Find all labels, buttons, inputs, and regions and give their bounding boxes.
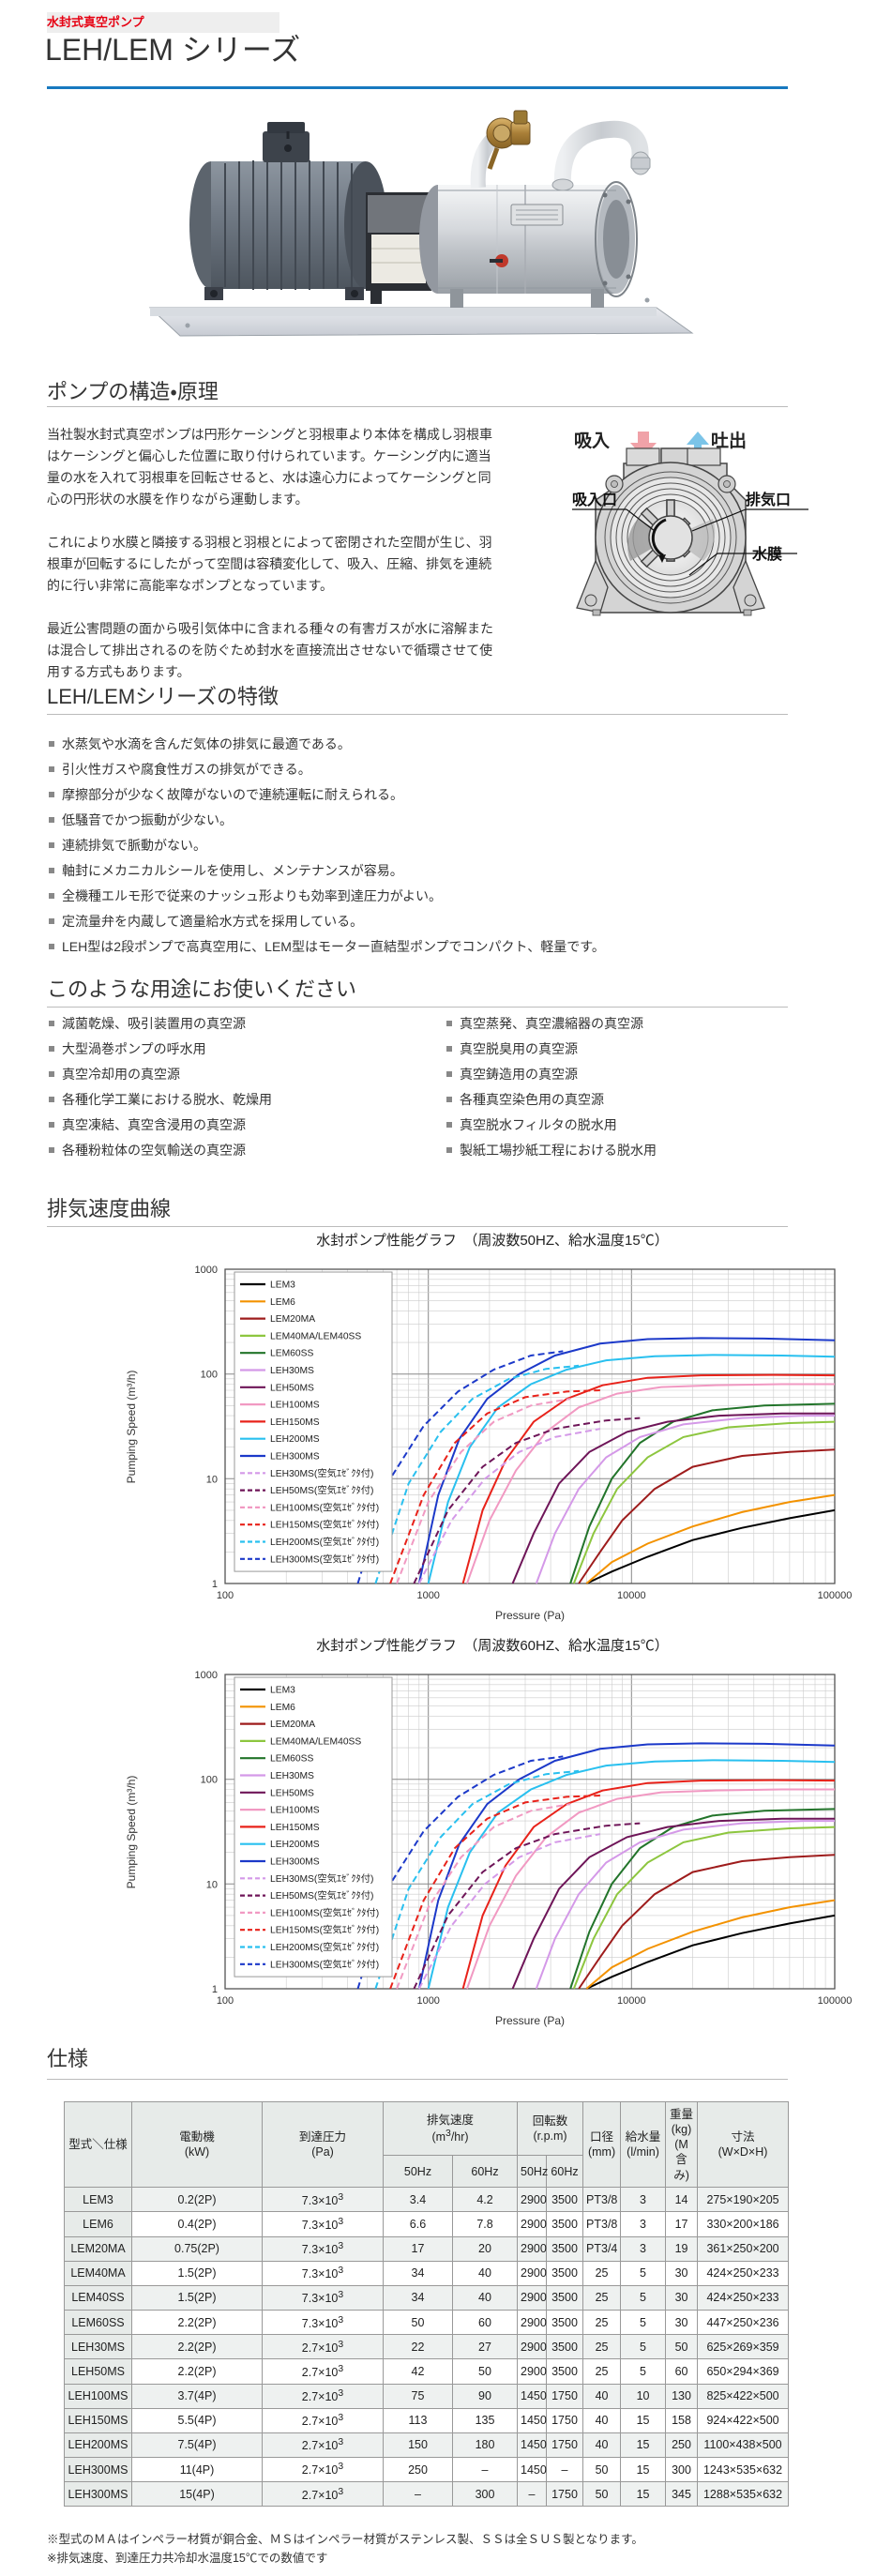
svg-text:LEH100MS(空気ｴｾﾞｸﾀ付): LEH100MS(空気ｴｾﾞｸﾀ付): [270, 1501, 379, 1513]
svg-text:LEM20MA: LEM20MA: [270, 1720, 315, 1730]
svg-text:LEH50MS(空気ｴｾﾞｸﾀ付): LEH50MS(空気ｴｾﾞｸﾀ付): [270, 1889, 373, 1902]
svg-text:LEH200MS(空気ｴｾﾞｸﾀ付): LEH200MS(空気ｴｾﾞｸﾀ付): [270, 1941, 379, 1953]
svg-text:LEH150MS(空気ｴｾﾞｸﾀ付): LEH150MS(空気ｴｾﾞｸﾀ付): [270, 1924, 379, 1936]
svg-text:LEH100MS: LEH100MS: [270, 1806, 320, 1816]
svg-text:Pressure (Pa): Pressure (Pa): [495, 2014, 565, 2027]
svg-text:LEM60SS: LEM60SS: [270, 1754, 313, 1765]
svg-text:100: 100: [201, 1775, 218, 1786]
svg-text:1: 1: [212, 1984, 218, 1995]
svg-text:1000: 1000: [416, 1590, 439, 1601]
svg-text:10000: 10000: [617, 1590, 646, 1601]
svg-text:吸入口: 吸入口: [572, 492, 617, 508]
svg-text:LEH50MS: LEH50MS: [270, 1788, 314, 1798]
svg-text:LEM20MA: LEM20MA: [270, 1314, 315, 1325]
svg-text:Pumping Speed (m³/h): Pumping Speed (m³/h): [125, 1776, 138, 1889]
svg-text:LEM40MA/LEM40SS: LEM40MA/LEM40SS: [270, 1736, 361, 1747]
svg-text:10: 10: [206, 1879, 218, 1890]
svg-text:LEH200MS: LEH200MS: [270, 1434, 320, 1445]
svg-text:LEM3: LEM3: [270, 1686, 295, 1696]
svg-text:10: 10: [206, 1474, 218, 1485]
svg-text:LEH300MS: LEH300MS: [270, 1452, 320, 1462]
svg-text:100: 100: [217, 1995, 234, 2007]
svg-text:LEM40MA/LEM40SS: LEM40MA/LEM40SS: [270, 1331, 361, 1341]
svg-text:LEH150MS: LEH150MS: [270, 1417, 320, 1428]
svg-text:LEM3: LEM3: [270, 1280, 295, 1291]
svg-text:LEH300MS(空気ｴｾﾞｸﾀ付): LEH300MS(空気ｴｾﾞｸﾀ付): [270, 1553, 379, 1565]
svg-text:吸入: 吸入: [574, 432, 610, 451]
svg-text:LEH50MS(空気ｴｾﾞｸﾀ付): LEH50MS(空気ｴｾﾞｸﾀ付): [270, 1484, 373, 1496]
svg-text:LEH150MS: LEH150MS: [270, 1823, 320, 1833]
svg-text:100000: 100000: [818, 1995, 853, 2007]
svg-text:10000: 10000: [617, 1995, 646, 2007]
svg-text:LEH30MS(空気ｴｾﾞｸﾀ付): LEH30MS(空気ｴｾﾞｸﾀ付): [270, 1467, 373, 1479]
svg-text:排気口: 排気口: [746, 491, 791, 508]
svg-text:LEH300MS: LEH300MS: [270, 1857, 320, 1868]
svg-text:LEH30MS: LEH30MS: [270, 1366, 314, 1376]
svg-text:LEM60SS: LEM60SS: [270, 1349, 313, 1359]
svg-text:100000: 100000: [818, 1590, 853, 1601]
svg-text:1000: 1000: [416, 1995, 439, 2007]
svg-text:LEH200MS: LEH200MS: [270, 1840, 320, 1850]
svg-text:LEH300MS(空気ｴｾﾞｸﾀ付): LEH300MS(空気ｴｾﾞｸﾀ付): [270, 1958, 379, 1970]
svg-text:Pressure (Pa): Pressure (Pa): [495, 1609, 565, 1622]
svg-text:1000: 1000: [195, 1265, 218, 1276]
svg-text:Pumping Speed (m³/h): Pumping Speed (m³/h): [125, 1371, 138, 1484]
svg-text:LEH100MS: LEH100MS: [270, 1401, 320, 1411]
svg-text:LEH50MS: LEH50MS: [270, 1383, 314, 1393]
svg-text:LEH100MS(空気ｴｾﾞｸﾀ付): LEH100MS(空気ｴｾﾞｸﾀ付): [270, 1906, 379, 1918]
svg-text:100: 100: [217, 1590, 234, 1601]
svg-text:LEH30MS(空気ｴｾﾞｸﾀ付): LEH30MS(空気ｴｾﾞｸﾀ付): [270, 1872, 373, 1885]
svg-text:LEH200MS(空気ｴｾﾞｸﾀ付): LEH200MS(空気ｴｾﾞｸﾀ付): [270, 1536, 379, 1548]
svg-text:100: 100: [201, 1370, 218, 1381]
svg-text:LEM6: LEM6: [270, 1703, 295, 1713]
svg-text:LEH30MS: LEH30MS: [270, 1771, 314, 1781]
svg-text:1000: 1000: [195, 1670, 218, 1681]
svg-text:LEH150MS(空気ｴｾﾞｸﾀ付): LEH150MS(空気ｴｾﾞｸﾀ付): [270, 1519, 379, 1531]
svg-text:1: 1: [212, 1579, 218, 1590]
svg-text:LEM6: LEM6: [270, 1297, 295, 1308]
